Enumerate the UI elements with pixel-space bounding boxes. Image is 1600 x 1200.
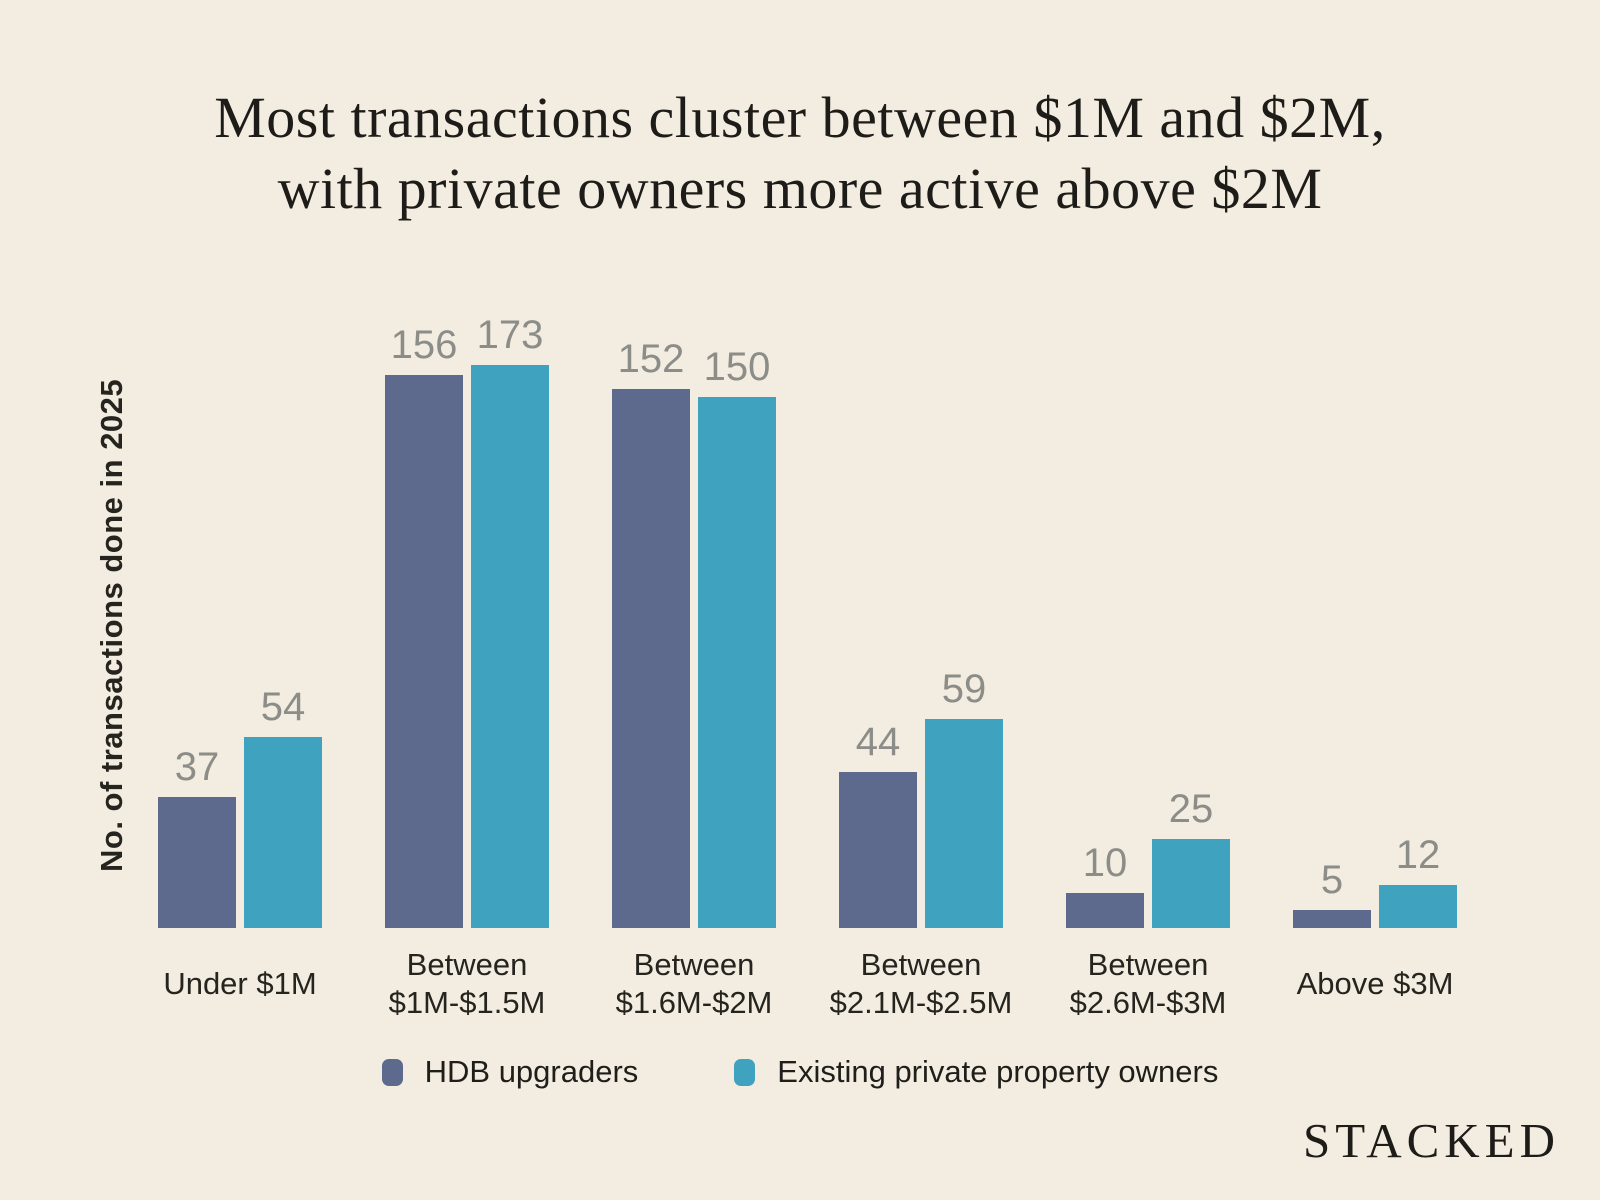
bar-private-owners: [471, 365, 549, 928]
legend-item: HDB upgraders: [381, 1054, 639, 1090]
bar-value-label: 59: [941, 666, 987, 711]
bar-value-label: 25: [1168, 787, 1214, 832]
x-axis-label: Between $1M-$1.5M: [388, 947, 546, 1020]
bar-column: 37: [158, 315, 236, 928]
bar-hdb-upgraders: [1293, 910, 1371, 928]
bar-column: 173: [471, 315, 549, 928]
bar-hdb-upgraders: [158, 796, 236, 928]
legend-item: Existing private property owners: [734, 1054, 1218, 1090]
bar-group: 44 59 Between $2.1M-$2.5M: [830, 315, 1013, 1020]
bar-group: 156 173 Between $1M-$1.5M: [385, 315, 549, 1020]
legend-label: Existing private property owners: [777, 1054, 1219, 1089]
bar-group: 5 12 Above $3M: [1293, 315, 1457, 1001]
x-axis-label: Between $1.6M-$2M: [615, 947, 773, 1020]
brand-logo: STACKED: [1302, 1113, 1560, 1168]
bar-hdb-upgraders: [839, 772, 917, 928]
bar-private-owners: [244, 736, 322, 928]
bar-value-label: 156: [390, 323, 458, 368]
bar-value-label: 54: [260, 684, 306, 729]
bar-group: 152 150 Between $1.6M-$2M: [612, 315, 776, 1020]
bar-column: 25: [1152, 315, 1230, 928]
bar-value-label: 5: [1320, 858, 1344, 903]
bar-value-label: 12: [1395, 833, 1441, 878]
bar-group: 37 54 Under $1M: [158, 315, 322, 1001]
bar-value-label: 173: [476, 313, 544, 357]
bar-value-label: 10: [1082, 840, 1128, 885]
bar-column: 10: [1066, 315, 1144, 928]
bar-column: 152: [612, 315, 690, 928]
bar-column: 44: [839, 315, 917, 928]
bar-value-label: 44: [855, 720, 901, 765]
chart-title-line-2: with private owners more active above $2…: [277, 156, 1323, 221]
bar-value-label: 37: [174, 744, 220, 789]
bar-column: 12: [1379, 315, 1457, 928]
bar-private-owners: [1379, 885, 1457, 928]
bar-hdb-upgraders: [612, 389, 690, 928]
bar-column: 156: [385, 315, 463, 928]
bar-value-label: 152: [617, 337, 685, 382]
bar-hdb-upgraders: [1066, 892, 1144, 928]
bar-private-owners: [698, 396, 776, 928]
chart-title-line-1: Most transactions cluster between $1M an…: [214, 85, 1386, 150]
chart-title: Most transactions cluster between $1M an…: [0, 82, 1600, 224]
bar-hdb-upgraders: [385, 375, 463, 928]
plot-area: 37 54 Under $1M 156 173 Between $1M-$1.5M 152 1…: [158, 315, 1457, 1020]
legend: HDB upgraders Existing private property o…: [0, 1042, 1600, 1102]
y-axis-label: No. of transactions done in 2025: [94, 378, 129, 872]
bar-column: 150: [698, 315, 776, 928]
x-axis-label: Between $2.6M-$3M: [1069, 947, 1227, 1020]
bar-private-owners: [925, 718, 1003, 928]
bar-group: 10 25 Between $2.6M-$3M: [1066, 315, 1230, 1020]
x-axis-label: Above $3M: [1296, 966, 1454, 1001]
bar-value-label: 150: [703, 344, 771, 389]
bar-column: 5: [1293, 315, 1371, 928]
x-axis-label: Under $1M: [163, 966, 317, 1001]
bar-column: 59: [925, 315, 1003, 928]
legend-label: HDB upgraders: [424, 1054, 639, 1089]
legend-swatch-icon: [381, 1058, 403, 1086]
bar-column: 54: [244, 315, 322, 928]
legend-swatch-icon: [734, 1058, 756, 1086]
bar-private-owners: [1152, 839, 1230, 928]
x-axis-label: Between $2.1M-$2.5M: [829, 947, 1013, 1020]
